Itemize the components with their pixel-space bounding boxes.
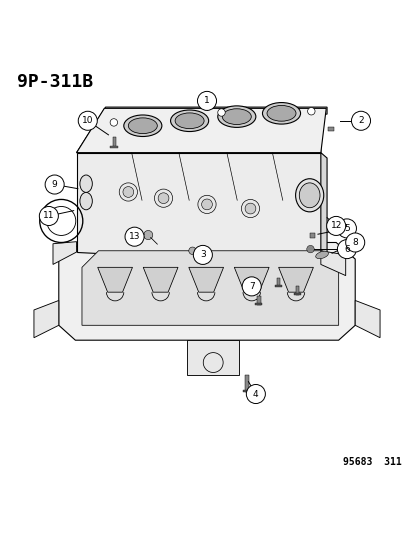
Bar xyxy=(110,146,118,148)
Text: 8: 8 xyxy=(351,238,357,247)
Text: 10: 10 xyxy=(82,116,93,125)
Polygon shape xyxy=(82,251,338,325)
Circle shape xyxy=(78,111,97,130)
Polygon shape xyxy=(188,268,223,292)
Ellipse shape xyxy=(123,115,161,136)
Circle shape xyxy=(306,245,313,253)
Text: 95683  311: 95683 311 xyxy=(342,457,401,467)
Circle shape xyxy=(241,199,259,217)
Polygon shape xyxy=(143,268,178,292)
Polygon shape xyxy=(34,301,59,338)
Ellipse shape xyxy=(295,179,323,212)
Bar xyxy=(295,286,299,295)
Ellipse shape xyxy=(315,251,328,259)
Bar xyxy=(112,138,116,147)
Text: 11: 11 xyxy=(43,212,55,221)
Bar xyxy=(309,233,314,238)
Text: 12: 12 xyxy=(330,221,341,230)
Polygon shape xyxy=(76,108,325,152)
Circle shape xyxy=(242,277,261,296)
Circle shape xyxy=(154,189,172,207)
Circle shape xyxy=(110,119,117,126)
Circle shape xyxy=(188,247,196,254)
Text: 6: 6 xyxy=(343,245,349,254)
Polygon shape xyxy=(76,107,326,152)
Circle shape xyxy=(193,245,212,264)
Polygon shape xyxy=(320,152,326,270)
Text: 4: 4 xyxy=(252,390,258,399)
Ellipse shape xyxy=(175,113,204,128)
Ellipse shape xyxy=(222,109,251,125)
Circle shape xyxy=(337,240,356,259)
Bar xyxy=(256,296,260,304)
Ellipse shape xyxy=(128,118,157,134)
Ellipse shape xyxy=(170,110,208,132)
Polygon shape xyxy=(59,243,354,340)
Circle shape xyxy=(39,206,58,225)
Circle shape xyxy=(217,109,225,116)
Circle shape xyxy=(244,203,255,214)
Text: 3: 3 xyxy=(199,251,205,260)
Polygon shape xyxy=(278,268,313,292)
Circle shape xyxy=(125,227,144,246)
Circle shape xyxy=(143,230,152,240)
Circle shape xyxy=(119,183,137,201)
Text: 1: 1 xyxy=(204,96,209,106)
Circle shape xyxy=(201,199,212,210)
Bar xyxy=(255,303,261,305)
Ellipse shape xyxy=(299,183,319,208)
Circle shape xyxy=(307,108,314,115)
Text: 13: 13 xyxy=(128,232,140,241)
Ellipse shape xyxy=(217,106,255,127)
Text: 2: 2 xyxy=(357,116,363,125)
Text: 9: 9 xyxy=(52,180,57,189)
Circle shape xyxy=(246,384,265,403)
Circle shape xyxy=(351,111,370,130)
Polygon shape xyxy=(76,152,320,264)
Ellipse shape xyxy=(80,175,92,192)
Circle shape xyxy=(45,175,64,194)
Bar xyxy=(244,375,249,392)
Circle shape xyxy=(345,233,364,252)
Polygon shape xyxy=(97,268,132,292)
Polygon shape xyxy=(320,251,345,276)
Circle shape xyxy=(123,187,133,197)
Bar xyxy=(242,390,251,392)
Polygon shape xyxy=(187,340,239,375)
Bar xyxy=(327,126,333,131)
Polygon shape xyxy=(53,241,76,264)
Polygon shape xyxy=(234,268,268,292)
Bar xyxy=(276,278,280,286)
Text: 7: 7 xyxy=(248,282,254,291)
Circle shape xyxy=(197,91,216,110)
Ellipse shape xyxy=(262,102,300,124)
Ellipse shape xyxy=(266,106,295,121)
Ellipse shape xyxy=(80,192,92,210)
Circle shape xyxy=(337,219,356,238)
Bar xyxy=(274,285,281,287)
Circle shape xyxy=(158,193,169,204)
Text: 5: 5 xyxy=(343,224,349,233)
Circle shape xyxy=(326,216,345,236)
Bar xyxy=(293,293,300,295)
Circle shape xyxy=(197,195,216,214)
Text: 9P-311B: 9P-311B xyxy=(17,72,93,91)
Polygon shape xyxy=(354,301,379,338)
